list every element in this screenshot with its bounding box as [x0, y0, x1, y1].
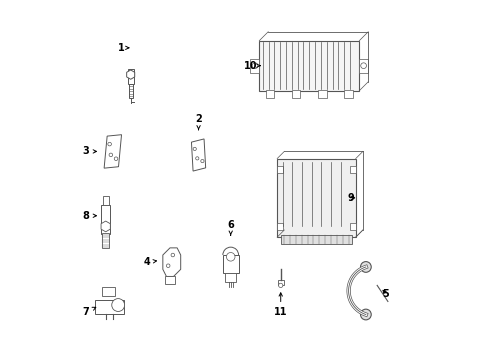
Bar: [128, 69, 134, 84]
Bar: [318, 90, 327, 98]
Polygon shape: [104, 135, 122, 168]
Text: 7: 7: [83, 307, 96, 317]
Bar: [281, 235, 352, 244]
Text: 10: 10: [244, 61, 260, 71]
Circle shape: [226, 252, 235, 261]
Bar: [128, 84, 133, 98]
Circle shape: [196, 157, 199, 160]
Text: 8: 8: [83, 211, 97, 221]
Bar: [250, 59, 259, 73]
Text: 1: 1: [119, 43, 129, 53]
Circle shape: [252, 63, 258, 68]
Text: 4: 4: [144, 257, 156, 267]
Bar: [277, 158, 356, 237]
Bar: [350, 223, 356, 230]
Circle shape: [167, 264, 170, 267]
Circle shape: [361, 309, 371, 320]
Bar: [266, 90, 274, 98]
Bar: [102, 233, 109, 248]
Bar: [103, 196, 109, 205]
Polygon shape: [127, 70, 135, 79]
Bar: [277, 223, 283, 230]
Text: 2: 2: [195, 114, 202, 130]
Circle shape: [108, 142, 111, 146]
Circle shape: [114, 157, 118, 161]
Circle shape: [171, 253, 174, 257]
Bar: [95, 300, 123, 314]
Polygon shape: [165, 276, 175, 284]
Polygon shape: [101, 221, 110, 232]
Bar: [277, 166, 283, 173]
Polygon shape: [192, 139, 206, 171]
Text: 3: 3: [83, 147, 97, 157]
Circle shape: [112, 298, 124, 311]
Bar: [292, 90, 300, 98]
Bar: [225, 273, 236, 282]
Circle shape: [193, 147, 196, 150]
Text: 11: 11: [274, 293, 288, 317]
Bar: [259, 41, 359, 91]
Circle shape: [361, 262, 371, 272]
Bar: [101, 205, 110, 234]
Circle shape: [109, 153, 113, 157]
Text: 9: 9: [347, 193, 355, 203]
Bar: [350, 166, 356, 173]
Circle shape: [361, 63, 367, 68]
Circle shape: [279, 283, 283, 288]
Bar: [359, 59, 368, 73]
Bar: [344, 90, 353, 98]
Text: 5: 5: [383, 289, 390, 299]
Bar: [102, 287, 115, 296]
Text: 6: 6: [227, 220, 234, 235]
Polygon shape: [163, 248, 181, 276]
Circle shape: [201, 159, 204, 163]
Bar: [223, 255, 239, 273]
Bar: [278, 280, 284, 285]
